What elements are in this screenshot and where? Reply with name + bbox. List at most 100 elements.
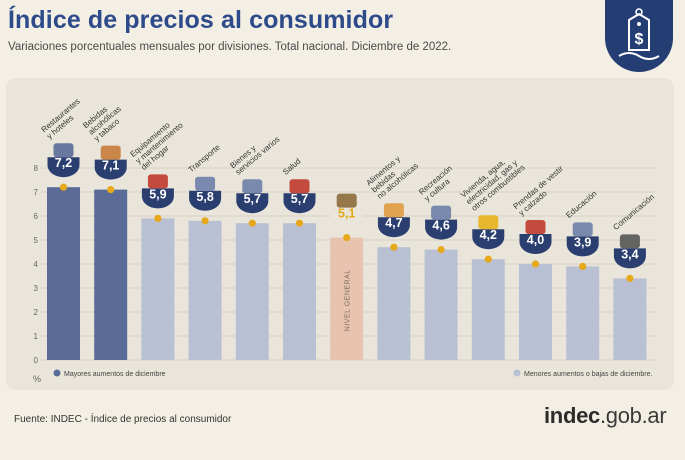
value-bubble [141,188,174,209]
chart-bar [424,249,458,360]
category-label: Bienes yservicios varios [228,128,281,177]
phone-icon [619,234,640,249]
chart-bar-dot [201,217,209,225]
bulb-icon [478,215,499,230]
y-tick-label: 2 [34,308,39,317]
page-title: Índice de precios al consumidor [8,6,394,34]
category-label-line: Salud [281,157,302,177]
logo-brand: indec [544,403,600,428]
logo-domain: .gob.ar [599,403,667,428]
shirt-icon [525,220,546,234]
y-tick-label: 6 [34,212,39,221]
value-bubble [330,207,363,228]
y-axis-unit: % [33,374,41,384]
y-tick-label: 1 [34,332,39,341]
legend-item-highlight: Mayores aumentos de diciembre [64,371,166,378]
value-bubble [283,193,316,214]
data-label: 5,7 [291,192,308,206]
legend-item-normal: Menores aumentos o bajas de diciembre. [524,371,652,378]
data-label: 5,8 [196,190,213,204]
book-icon [572,222,593,237]
chart-bar-dot [295,219,304,227]
bar-chart: 0 1 2 3 4 5 6 7 8% 7,2 Restaurantesy hoteles 7,1 Beb… [33,97,656,384]
category-label: Recreacióny cultura [417,164,459,203]
data-label: 5,7 [244,192,261,206]
bus-icon [195,176,216,191]
value-bubble [47,157,80,178]
category-label: Bebidasalcohólicasy tabaco [81,98,128,143]
data-label: 5,9 [149,187,166,201]
chart-bar [330,237,364,360]
category-label: Educación [564,189,598,220]
value-bubble [236,193,269,214]
svg-text:$: $ [635,31,644,48]
chart-bar [283,223,316,360]
source-note: Fuente: INDEC - Índice de precios al con… [14,414,232,425]
chart-bar [566,266,600,360]
y-tick-label: 5 [34,236,39,245]
basket-icon [336,193,357,208]
value-bubble [566,236,599,257]
chart-bar [94,189,128,360]
bread-icon [383,203,404,218]
data-label: 4,7 [385,216,402,230]
y-tick-label: 3 [34,284,39,293]
value-bubble [613,248,646,269]
chart-bar [519,264,552,360]
value-bubble [189,190,222,211]
value-bubble [425,219,458,240]
indec-logo: indec.gob.ar [544,403,667,429]
y-tick-label: 7 [34,188,39,197]
category-label: Comunicación [611,192,656,231]
chart-bar-dot [579,262,587,270]
category-label-line: Comunicación [611,192,656,231]
chart-bar-dot [437,246,445,254]
data-label: 3,4 [621,247,638,261]
category-label: Alimentos ybebidasno alcohólicas [364,148,420,201]
value-bubble [519,234,552,255]
chart-bar [613,278,647,360]
data-label: 5,1 [338,207,355,221]
data-label: 7,1 [102,159,119,173]
chart-bar-dot [484,255,492,263]
chart-bar [377,247,411,360]
legend-swatch-highlight [53,369,61,377]
chart-bar-dot [531,260,540,268]
price-tag-icon: $ [618,8,660,60]
chart-bar-dot [343,234,351,242]
page-subtitle: Variaciones porcentuales mensuales por d… [8,41,452,53]
value-bubble [94,159,127,180]
ball-icon [431,205,452,220]
comb-icon [242,179,263,194]
category-label: Restaurantesy hoteles [40,97,88,141]
chart-bar [471,259,505,360]
chart-bar-dot [154,214,162,222]
y-tick-label: 4 [34,260,39,269]
value-bubble [377,217,410,238]
category-label: Equipamientoy mantenimientodel hogar [128,114,190,172]
y-tick-label: 0 [34,356,39,365]
chart-bar-dot [626,274,634,282]
data-label: 4,2 [480,228,497,242]
price-tag-badge: $ [605,0,673,72]
cutlery-icon [53,143,74,158]
category-label-line: Educación [564,189,598,220]
y-tick-label: 8 [34,164,39,173]
bottle-icon [100,145,121,160]
category-label: Transporte [187,142,223,174]
data-label: 4,6 [432,219,449,233]
chart-bar [188,220,222,360]
chart-bar [141,218,175,360]
chart-bar [235,223,269,360]
chart-bar-dot [248,219,256,227]
data-label: 4,0 [527,233,544,247]
chart-bar-dot [107,186,115,194]
chart-bar-dot [59,183,68,191]
legend-swatch-normal [513,369,521,377]
data-label: 7,2 [55,156,72,170]
cross-icon [289,179,310,194]
general-bar-label: NIVEL GENERAL [345,269,352,331]
category-label-line: Transporte [187,142,223,174]
category-label: Salud [281,157,302,177]
chart-bar-dot [390,243,398,251]
